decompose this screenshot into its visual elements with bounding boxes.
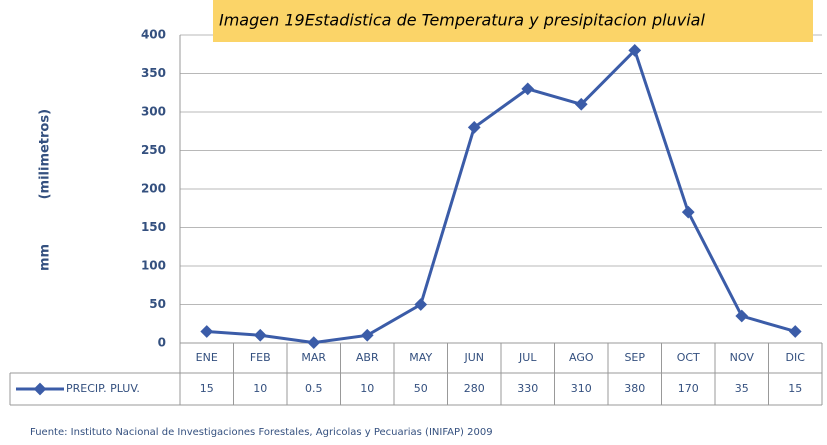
chart-title: Imagen 19Estadistica de Temperatura y pr… (219, 11, 705, 30)
grid (179, 34, 822, 344)
x-tick-label: NOV (730, 351, 755, 364)
y-tick-label: 50 (149, 297, 166, 311)
legend-label: PRECIP. PLUV. (66, 382, 140, 395)
marker (735, 309, 749, 323)
x-tick-label: DIC (786, 351, 806, 364)
marker (200, 325, 214, 338)
table-value: 170 (678, 382, 699, 395)
x-tick-label: OCT (677, 351, 700, 364)
x-tick-label: AGO (569, 351, 594, 364)
y-tick-label: 300 (141, 105, 166, 119)
table-value: 15 (200, 382, 214, 395)
marker (360, 328, 374, 342)
marker (467, 121, 481, 134)
marker (307, 336, 321, 349)
y-tick-label: 150 (141, 220, 166, 234)
x-tick-label: JUN (463, 351, 484, 364)
y-tick-label: 0 (158, 336, 166, 350)
y-tick-label: 400 (141, 28, 166, 42)
x-tick-label: SEP (624, 351, 645, 364)
y-axis-label: mm (milimetros) (38, 109, 53, 271)
y-tick-label: 100 (141, 259, 166, 273)
x-tick-label: FEB (250, 351, 271, 364)
table-value: 10 (253, 382, 267, 395)
x-tick-label: ABR (356, 351, 379, 364)
title-box (213, 0, 813, 42)
marker (788, 325, 802, 338)
table-value: 50 (414, 382, 428, 395)
x-tick-label: MAR (301, 351, 326, 364)
table-value: 280 (464, 382, 485, 395)
source: Fuente: Instituto Nacional de Investigac… (30, 427, 493, 438)
table-value: 10 (360, 382, 374, 395)
marker (681, 205, 695, 219)
y-tick-label: 250 (141, 143, 166, 157)
x-tick-label: JUL (518, 351, 537, 364)
y-tick-label: 350 (141, 66, 166, 80)
x-tick-label: MAY (409, 351, 432, 364)
table-value: 35 (735, 382, 749, 395)
table-value: 0.5 (305, 382, 323, 395)
table-value: 15 (788, 382, 802, 395)
marker (414, 298, 428, 311)
y-tick-label: 200 (141, 182, 166, 196)
marker (253, 328, 267, 342)
table-value: 310 (571, 382, 592, 395)
legend-marker (33, 382, 47, 396)
x-tick-label: ENE (196, 351, 218, 364)
table-value: 330 (517, 382, 538, 395)
line (206, 47, 796, 345)
table-value: 380 (624, 382, 645, 395)
